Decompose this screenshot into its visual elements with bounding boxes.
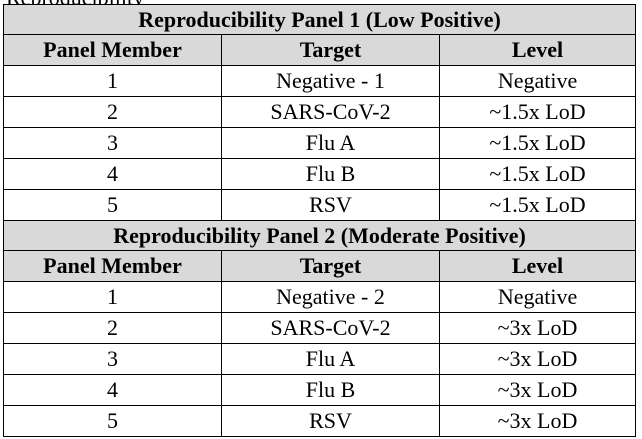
column-header-level: Level [438, 250, 637, 282]
target-cell: Flu A [221, 343, 440, 375]
target-cell: Flu A [221, 127, 440, 159]
panel-member-cell: 2 [3, 312, 222, 344]
column-header-target: Target [221, 250, 440, 282]
panel-2-title: Reproducibility Panel 2 (Moderate Positi… [2, 220, 637, 251]
target-cell: RSV [221, 189, 440, 221]
column-header-panel-member: Panel Member [3, 250, 222, 282]
reproducibility-panels-table: Reproducibility Panel 1 (Low Positive) P… [2, 4, 637, 437]
table-row: 1 Negative - 2 Negative [3, 281, 637, 313]
panel-1-title: Reproducibility Panel 1 (Low Positive) [2, 4, 637, 35]
table-row: 5 RSV ~3x LoD [3, 405, 637, 437]
target-cell: SARS-CoV-2 [221, 312, 440, 344]
table-row: 3 Flu A ~3x LoD [3, 343, 637, 375]
panel-member-cell: 2 [3, 96, 222, 128]
panel-member-cell: 1 [3, 281, 222, 313]
column-header-panel-member: Panel Member [3, 34, 222, 66]
panel-member-cell: 5 [3, 405, 222, 437]
table-row: 4 Flu B ~1.5x LoD [3, 158, 637, 190]
column-header-level: Level [438, 34, 637, 66]
level-cell: ~1.5x LoD [438, 158, 637, 190]
target-cell: Flu B [221, 158, 440, 190]
table-row: 4 Flu B ~3x LoD [3, 374, 637, 406]
table-row: 5 RSV ~1.5x LoD [3, 189, 637, 221]
panel-2-title-row: Reproducibility Panel 2 (Moderate Positi… [2, 220, 637, 251]
table-row: 2 SARS-CoV-2 ~1.5x LoD [3, 96, 637, 128]
panel-1-title-row: Reproducibility Panel 1 (Low Positive) [2, 4, 637, 35]
panel-member-cell: 5 [3, 189, 222, 221]
panel-member-cell: 3 [3, 127, 222, 159]
panel-member-cell: 4 [3, 158, 222, 190]
table-row: 1 Negative - 1 Negative [3, 65, 637, 97]
level-cell: ~1.5x LoD [438, 189, 637, 221]
table-row: 2 SARS-CoV-2 ~3x LoD [3, 312, 637, 344]
panel-member-cell: 4 [3, 374, 222, 406]
panel-member-cell: 3 [3, 343, 222, 375]
table-row: 3 Flu A ~1.5x LoD [3, 127, 637, 159]
column-header-target: Target [221, 34, 440, 66]
level-cell: Negative [438, 281, 637, 313]
level-cell: ~3x LoD [438, 343, 637, 375]
target-cell: Negative - 1 [221, 65, 440, 97]
target-cell: SARS-CoV-2 [221, 96, 440, 128]
target-cell: Negative - 2 [221, 281, 440, 313]
level-cell: ~1.5x LoD [438, 96, 637, 128]
panel-2-header-row: Panel Member Target Level [3, 250, 637, 282]
level-cell: ~3x LoD [438, 374, 637, 406]
panel-1-header-row: Panel Member Target Level [3, 34, 637, 66]
level-cell: ~1.5x LoD [438, 127, 637, 159]
level-cell: Negative [438, 65, 637, 97]
level-cell: ~3x LoD [438, 405, 637, 437]
level-cell: ~3x LoD [438, 312, 637, 344]
target-cell: RSV [221, 405, 440, 437]
panel-member-cell: 1 [3, 65, 222, 97]
target-cell: Flu B [221, 374, 440, 406]
